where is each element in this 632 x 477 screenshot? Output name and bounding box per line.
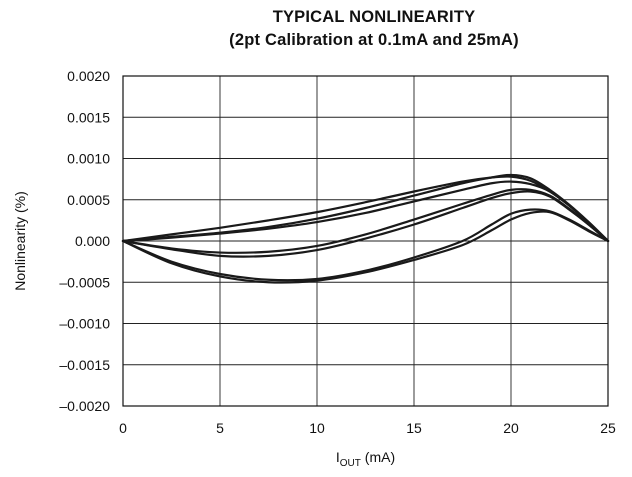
x-tick-label: 10: [309, 420, 325, 436]
y-tick-labels: 0.0020 0.0015 0.0010 0.0005 0.000 –0.0005 –0.0…: [59, 68, 110, 414]
x-axis-label: IOUT (mA): [336, 449, 395, 469]
series-group: [121, 173, 610, 284]
y-tick-label: –0.0005: [59, 274, 110, 290]
y-tick-label: 0.000: [75, 233, 110, 249]
x-tick-label: 25: [600, 420, 616, 436]
x-tick-label: 5: [216, 420, 224, 436]
chart-title: TYPICAL NONLINEARITY: [272, 8, 476, 26]
series-line-7: [121, 210, 610, 284]
x-axis-label-main: I: [336, 449, 340, 465]
x-axis-label-unit: (mA): [361, 449, 395, 465]
x-tick-labels: 0 5 10 15 20 25: [119, 420, 616, 436]
x-tick-label: 20: [503, 420, 519, 436]
x-tick-label: 15: [406, 420, 422, 436]
series-line-3: [121, 180, 610, 243]
chart-subtitle: (2pt Calibration at 0.1mA and 25mA): [229, 31, 519, 49]
y-tick-label: 0.0015: [67, 109, 110, 125]
y-tick-label: 0.0005: [67, 192, 110, 208]
x-tick-label: 0: [119, 420, 127, 436]
y-tick-label: 0.0020: [67, 68, 110, 84]
y-axis-label: Nonlinearity (%): [12, 191, 28, 291]
x-axis-label-subscript: OUT: [340, 458, 361, 469]
grid: [122, 75, 609, 407]
series-line-5: [121, 190, 610, 258]
y-tick-label: 0.0010: [67, 151, 110, 167]
y-tick-label: –0.0015: [59, 357, 110, 373]
y-tick-label: –0.0010: [59, 316, 110, 332]
series-line-4: [121, 188, 610, 254]
series-line-6: [121, 208, 610, 282]
y-tick-label: –0.0020: [59, 398, 110, 414]
plot-frame: [122, 75, 609, 407]
